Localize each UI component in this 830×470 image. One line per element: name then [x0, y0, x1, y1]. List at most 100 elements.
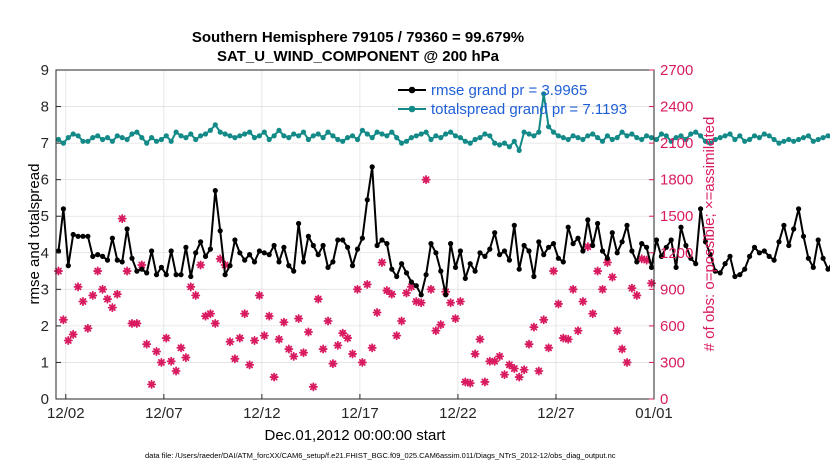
totalspread-point [144, 140, 150, 146]
right-tick-label: 1800 [660, 172, 693, 189]
rmse-point [202, 253, 209, 259]
rmse-point [379, 237, 385, 243]
obs-count-point [156, 357, 166, 367]
rmse-point [310, 242, 316, 249]
left-tick-label: 1 [41, 354, 49, 371]
rmse-point [144, 270, 150, 276]
obs-count-point [225, 337, 235, 347]
x-tick-label: 12/02 [47, 405, 85, 422]
rmse-point [609, 230, 615, 236]
obs-mark-d2 [104, 295, 111, 303]
obs-mark-d2 [143, 340, 151, 348]
rmse-point [644, 244, 650, 250]
right-tick-label: 900 [660, 281, 685, 298]
rmse-point [207, 246, 213, 252]
obs-mark-d2 [344, 334, 352, 342]
obs-count-point [166, 356, 176, 366]
obs-count-point [632, 290, 642, 300]
totalspread-point [747, 136, 753, 143]
obs-count-point [401, 288, 411, 298]
obs-count-point [254, 290, 264, 300]
obs-count-point [294, 314, 304, 324]
obs-mark-d2 [447, 299, 455, 307]
totalspread-point [60, 140, 66, 146]
rmse-point [756, 250, 763, 256]
obs-mark-d2 [584, 243, 592, 251]
rmse-point [732, 273, 738, 280]
totalspread-point [276, 127, 282, 133]
rmse-series [55, 164, 830, 298]
obs-count-point [308, 382, 318, 392]
obs-mark-d2 [138, 261, 146, 269]
obs-mark-d2 [604, 259, 611, 266]
totalspread-point [526, 131, 532, 137]
rmse-point [477, 250, 483, 256]
legend-rmse-marker [408, 86, 416, 94]
rmse-point [457, 248, 463, 254]
rmse-point [550, 241, 557, 247]
obs-count-point [112, 289, 122, 299]
totalspread-point [658, 131, 665, 137]
totalspread-point [707, 140, 714, 146]
obs-mark-d2 [128, 320, 136, 327]
rmse-point [315, 252, 321, 258]
totalspread-point [693, 129, 699, 135]
obs-mark-d2 [295, 315, 303, 322]
x-tick-label: 12/07 [145, 405, 183, 422]
totalspread-point [374, 129, 380, 135]
obs-mark-d2 [329, 360, 337, 368]
obs-mark-d2 [540, 316, 548, 324]
rmse-point [717, 270, 723, 276]
obs-count-point [343, 333, 353, 343]
obs-mark-d2 [623, 359, 631, 366]
obs-mark-d2 [192, 292, 200, 299]
totalspread-point [673, 135, 679, 141]
totalspread-point [737, 133, 743, 139]
obs-mark-d2 [123, 267, 131, 275]
totalspread-point [379, 131, 385, 137]
rmse-point [663, 244, 669, 250]
obs-count-point [186, 282, 196, 292]
obs-mark-d2 [422, 176, 430, 184]
totalspread-point [796, 136, 802, 143]
obs-count-point [446, 298, 456, 308]
obs-count-point [352, 284, 362, 294]
rmse-point [433, 250, 439, 256]
totalspread-point [452, 133, 459, 139]
rmse-point [408, 279, 414, 285]
rmse-point [472, 268, 478, 274]
totalspread-point [423, 129, 429, 135]
obs-count-point [465, 378, 475, 388]
obs-mark-d2 [613, 327, 621, 335]
plot-frame [55, 69, 655, 400]
rmse-point [452, 264, 459, 270]
rmse-point [531, 273, 537, 280]
obs-count-point [622, 357, 632, 367]
obs-count-point [514, 372, 524, 382]
obs-mark-d2 [177, 344, 185, 352]
obs-count-point [274, 334, 284, 344]
rmse-point [492, 230, 498, 236]
totalspread-point [727, 131, 733, 137]
totalspread-point [756, 135, 763, 141]
chart-subtitle: SAT_U_WIND_COMPONENT @ 200 hPa [217, 48, 500, 65]
totalspread-point [575, 135, 581, 141]
obs-count-point [357, 357, 367, 367]
obs-mark-d2 [246, 361, 254, 369]
rmse-point [266, 252, 272, 258]
totalspread-point [815, 136, 821, 143]
obs-mark-d2 [363, 281, 371, 288]
obs-count-point [426, 284, 436, 294]
rmse-point [560, 259, 566, 265]
obs-count-point [431, 326, 441, 336]
totalspread-point [619, 129, 625, 135]
obs-count-point [328, 359, 338, 369]
rmse-point [501, 248, 508, 254]
obs-count-point [93, 266, 103, 276]
obs-count-point [245, 360, 255, 370]
totalspread-point [521, 129, 527, 135]
rmse-point [340, 237, 346, 243]
totalspread-point [296, 133, 302, 139]
totalspread-point [477, 135, 483, 141]
